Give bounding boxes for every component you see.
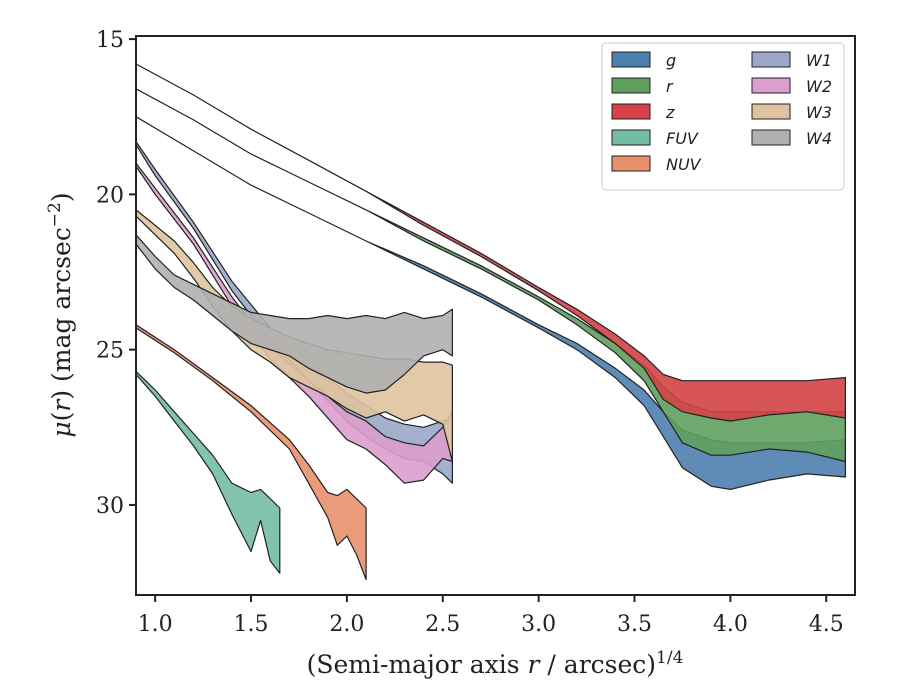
x-axis-title: (Semi-major axis r / arcsec)1/4 xyxy=(307,648,684,679)
y-axis: 15 20 25 30 xyxy=(96,28,136,519)
legend-swatch-w2 xyxy=(751,77,791,94)
legend-swatch-g xyxy=(611,51,651,68)
band-r xyxy=(135,88,847,463)
legend-swatch-w3 xyxy=(751,103,791,120)
y-axis-title: μ(r) (mag arcsec−2) xyxy=(45,192,76,437)
x-tick-label: 2.5 xyxy=(425,612,460,637)
legend-swatch-nuv xyxy=(611,155,651,172)
legend-label-w1: W1 xyxy=(806,51,832,70)
x-tick-label: 4.0 xyxy=(713,612,748,637)
plot-frame xyxy=(135,35,856,596)
y-tick-label: 25 xyxy=(96,339,124,364)
legend-swatch-w1 xyxy=(751,51,791,68)
legend-swatch-fuv xyxy=(611,129,651,146)
legend-label-g: g xyxy=(666,51,676,70)
x-axis: 1.0 1.5 2.0 2.5 3.0 3.5 4.0 4.5 xyxy=(138,595,844,637)
y-tick-label: 20 xyxy=(96,183,124,208)
series-bands xyxy=(135,63,847,581)
legend-label-w2: W2 xyxy=(806,77,832,96)
x-tick-label: 3.0 xyxy=(521,612,556,637)
legend-label-r: r xyxy=(666,77,674,96)
legend-label-z: z xyxy=(665,103,675,122)
y-tick-label: 15 xyxy=(96,28,124,53)
band-w4 xyxy=(135,234,453,394)
legend-swatch-w4 xyxy=(751,129,791,146)
legend-label-w3: W3 xyxy=(806,103,832,122)
legend-label-nuv: NUV xyxy=(666,155,702,174)
legend-swatch-z xyxy=(611,103,651,120)
legend: grz FUV NUV W1 W2 W3 W4 xyxy=(601,42,845,191)
x-tick-label: 3.5 xyxy=(617,612,652,637)
band-z xyxy=(135,63,847,422)
legend-swatch-r xyxy=(611,77,651,94)
y-tick-label: 30 xyxy=(96,494,124,519)
x-tick-label: 4.5 xyxy=(809,612,844,637)
band-fuv xyxy=(135,370,281,574)
legend-label-w4: W4 xyxy=(806,129,832,148)
legend-label-fuv: FUV xyxy=(666,129,699,148)
x-tick-label: 2.0 xyxy=(329,612,364,637)
x-tick-label: 1.5 xyxy=(234,612,269,637)
band-nuv xyxy=(135,324,367,581)
x-tick-label: 1.0 xyxy=(138,612,173,637)
